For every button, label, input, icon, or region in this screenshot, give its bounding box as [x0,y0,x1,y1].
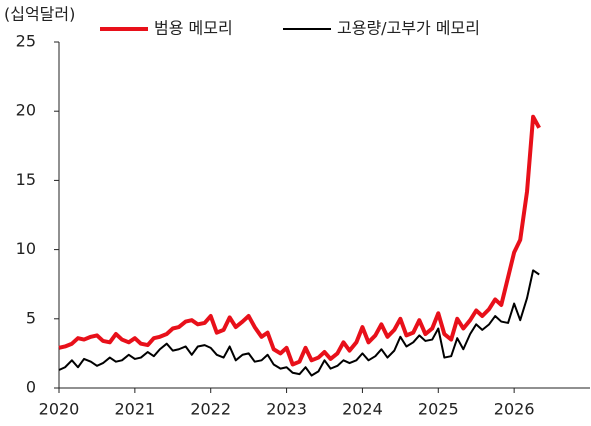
y-tick-label: 25 [16,32,36,51]
y-tick-label: 20 [16,101,36,120]
y-tick-label: 5 [26,308,36,327]
x-tick-label: 2021 [114,400,155,419]
series-line [58,114,541,367]
legend-label: 고용량/고부가 메모리 [337,19,480,38]
x-tick-label: 2024 [342,400,383,419]
x-tick-label: 2023 [266,400,307,419]
legend-label: 범용 메모리 [154,19,233,38]
x-tick-label: 2025 [418,400,459,419]
x-tick-label: 2026 [494,400,535,419]
y-axis-label: (십억달러) [4,5,75,24]
x-tick-label: 2020 [39,400,80,419]
y-tick-label: 0 [26,378,36,397]
x-tick-label: 2022 [190,400,231,419]
y-tick-label: 15 [16,170,36,189]
series-line [58,269,540,377]
y-tick-label: 10 [16,239,36,258]
